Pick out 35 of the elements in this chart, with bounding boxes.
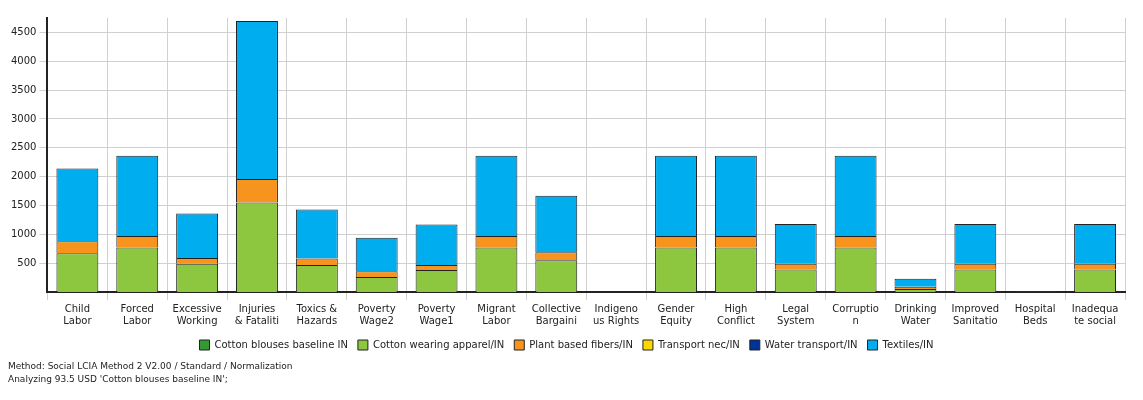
- legend-label: Transport nec/IN: [656, 338, 740, 350]
- legend-label: Plant based fibers/IN: [529, 338, 633, 350]
- y-tick-label: 3500: [11, 83, 37, 95]
- x-tick-label: Poverty Wage2: [357, 302, 396, 326]
- x-tick-label: Toxics & Hazards: [295, 302, 338, 326]
- text: Analyzing 93.5 USD 'Cotton blouses baseline IN';: [8, 373, 229, 386]
- x-tick-label: Corruptio n: [832, 302, 879, 326]
- y-tick-label: 3000: [11, 112, 37, 124]
- y-tick-label: 1000: [11, 227, 37, 239]
- x-tick-label: Indigeno us Rights: [593, 302, 640, 326]
- y-tick-label: 2500: [11, 141, 37, 153]
- x-tick-label: Excessive Working: [172, 302, 222, 326]
- x-tick-label: Collective Bargaini: [531, 302, 581, 326]
- x-tick-label: Improved Sanitatio: [951, 302, 1000, 326]
- x-tick-label: Injuries & Fataliti: [234, 302, 280, 326]
- y-tick-label: 4000: [11, 54, 37, 66]
- y-tick-label: 500: [17, 256, 37, 268]
- y-tick-label: 4500: [11, 26, 37, 38]
- x-tick-label: Poverty Wage1: [417, 302, 456, 326]
- x-tick-label: Child Labor: [63, 302, 93, 326]
- x-tick-label: Drinking Water: [894, 302, 937, 326]
- legend-label: Cotton wearing apparel/IN: [372, 338, 505, 350]
- x-tick-label: Migrant Labor: [477, 302, 516, 326]
- y-tick-label: 2000: [11, 170, 37, 182]
- x-tick-label: Hospital Beds: [1014, 302, 1056, 326]
- text: Method: Social LCIA Method 2 V2.00 / Standard / Normalization: [8, 360, 294, 373]
- x-tick-label: Gender Equity: [657, 302, 696, 326]
- x-tick-label: High Conflict: [716, 302, 755, 326]
- x-tick-label: Forced Labor: [120, 302, 154, 326]
- legend-label: Textiles/IN: [881, 338, 934, 350]
- y-tick-label: 1500: [11, 199, 37, 211]
- x-tick-label: Inadequa te social: [1071, 302, 1119, 326]
- x-tick-label: Legal System: [777, 302, 815, 326]
- legend-label: Water transport/IN: [764, 338, 858, 350]
- legend-label: Cotton blouses baseline IN: [214, 338, 348, 350]
